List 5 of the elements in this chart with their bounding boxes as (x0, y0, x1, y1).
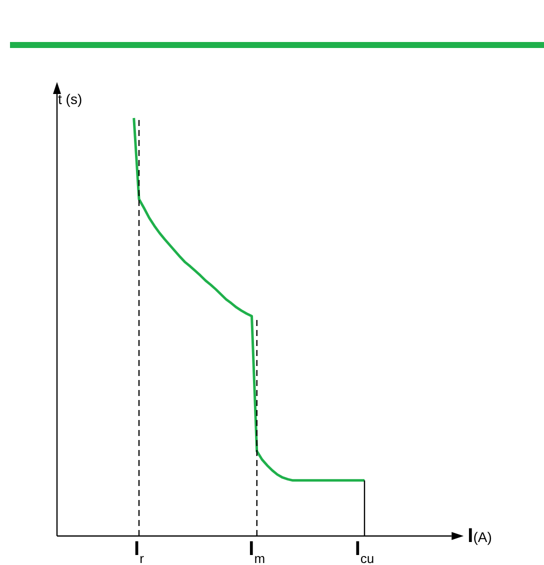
x-tick-label: I$_{cu}$ (354, 538, 374, 565)
y-axis-title: t (s) (58, 91, 82, 107)
x-axis-title: I(A) (468, 525, 492, 547)
x-tick-label: I$_{m}$ (248, 538, 266, 565)
x-tick-label: I$_{r}$ (134, 538, 145, 565)
